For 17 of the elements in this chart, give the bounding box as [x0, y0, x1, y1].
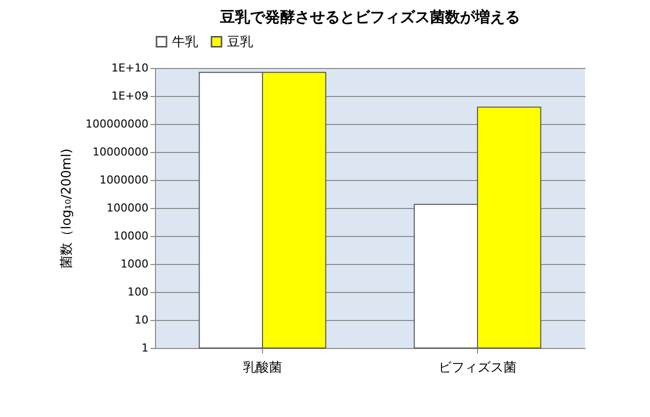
- y-tick-label: 100000000: [86, 118, 148, 130]
- y-tick-label: 1000000: [100, 174, 148, 186]
- legend-label: 牛乳: [172, 34, 198, 50]
- y-tick-label: 100: [128, 286, 148, 298]
- y-tick-label: 1E+10: [111, 62, 148, 74]
- x-tick-label: ビフィズス菌: [438, 360, 516, 376]
- y-tick-label: 1: [142, 342, 148, 354]
- chart-title: 豆乳で発酵させるとビフィズス菌数が増える: [219, 8, 520, 26]
- y-tick-label: 100000: [106, 202, 148, 214]
- y-tick-label: 10000000: [92, 146, 148, 158]
- legend-label: 豆乳: [227, 34, 253, 50]
- y-axis-title: 菌数（log₁₀/200ml): [60, 148, 75, 268]
- y-tick-label: 1000: [120, 258, 148, 270]
- x-tick-label: 乳酸菌: [243, 360, 282, 376]
- y-tick-label: 10: [134, 314, 148, 326]
- y-tick-label: 10000: [114, 230, 148, 242]
- y-tick-label: 1E+09: [111, 90, 148, 102]
